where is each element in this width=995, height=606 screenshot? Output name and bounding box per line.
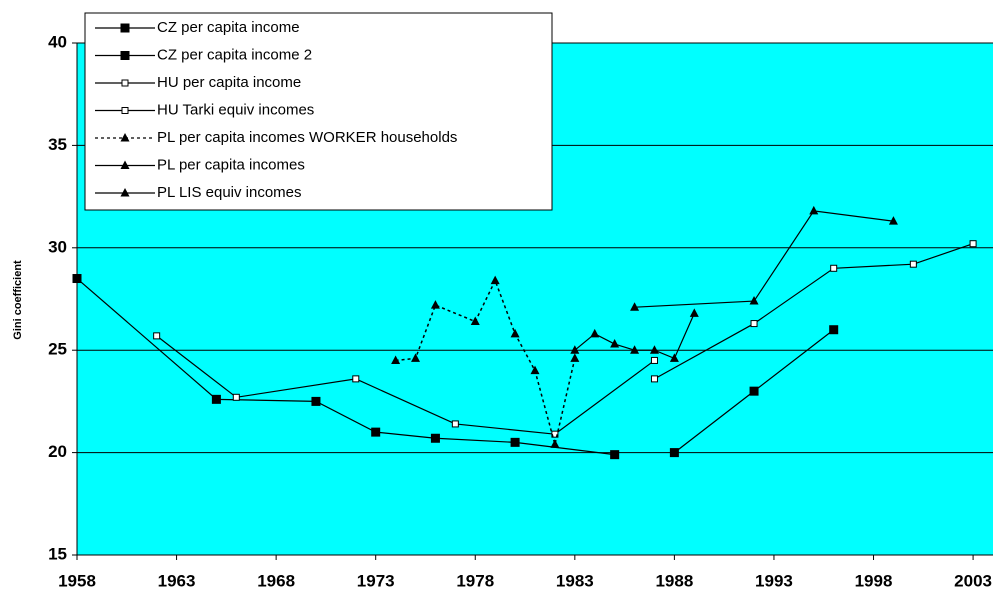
marker xyxy=(649,345,659,354)
legend-label: CZ per capita income xyxy=(157,19,300,36)
marker xyxy=(610,339,620,348)
marker xyxy=(829,325,839,335)
x-tick-label: 1958 xyxy=(58,571,96,590)
x-tick-label: 1963 xyxy=(158,571,196,590)
marker xyxy=(749,386,759,396)
y-tick-label: 30 xyxy=(48,237,67,256)
marker xyxy=(371,427,381,437)
legend-label: PL per capita incomes xyxy=(157,156,305,173)
marker xyxy=(411,353,421,362)
y-tick-label: 25 xyxy=(48,340,67,359)
marker xyxy=(120,133,130,142)
x-tick-label: 1998 xyxy=(855,571,893,590)
marker xyxy=(510,328,520,338)
legend-label: HU per capita income xyxy=(157,74,301,91)
marker xyxy=(630,302,640,311)
legend-box xyxy=(84,12,553,211)
marker xyxy=(121,107,129,114)
marker xyxy=(510,437,520,447)
marker xyxy=(570,345,580,354)
x-tick-label: 1968 xyxy=(257,571,295,590)
marker xyxy=(232,393,240,401)
marker xyxy=(470,316,480,326)
marker xyxy=(451,420,459,428)
marker xyxy=(650,375,658,383)
marker xyxy=(689,308,699,317)
legend-label: CZ per capita income 2 xyxy=(157,46,312,63)
y-tick-label: 35 xyxy=(48,135,67,154)
marker xyxy=(120,51,130,60)
marker xyxy=(570,353,580,362)
marker xyxy=(430,433,440,443)
marker xyxy=(750,320,758,328)
marker xyxy=(211,394,221,404)
marker xyxy=(809,205,819,215)
y-axis-label: Gini coefficient xyxy=(12,260,24,340)
y-tick-label: 40 xyxy=(48,32,67,51)
marker xyxy=(120,188,130,197)
marker xyxy=(749,296,759,305)
legend-label: PL per capita incomes WORKER households xyxy=(157,129,457,146)
marker xyxy=(610,450,620,460)
series-line xyxy=(634,210,894,308)
y-tick-label: 20 xyxy=(48,442,67,461)
marker xyxy=(490,275,500,285)
y-tick-label: 15 xyxy=(48,544,67,563)
marker xyxy=(969,240,977,248)
marker xyxy=(120,23,130,33)
marker xyxy=(121,79,129,87)
marker xyxy=(830,264,838,272)
x-tick-label: 1978 xyxy=(456,571,494,590)
marker xyxy=(669,353,679,362)
marker xyxy=(352,375,360,383)
legend-label: HU Tarki equiv incomes xyxy=(157,101,314,118)
series-line xyxy=(156,335,655,435)
marker xyxy=(311,396,321,406)
x-tick-label: 1973 xyxy=(357,571,395,590)
marker xyxy=(153,332,161,340)
marker xyxy=(120,160,130,169)
marker xyxy=(888,216,898,225)
marker xyxy=(551,430,559,438)
marker xyxy=(909,260,917,268)
marker xyxy=(391,355,401,364)
marker xyxy=(669,448,679,458)
series-line xyxy=(395,278,576,445)
marker xyxy=(530,365,540,375)
x-tick-label: 1983 xyxy=(556,571,594,590)
marker xyxy=(72,274,82,284)
marker xyxy=(590,328,600,338)
marker xyxy=(430,300,440,309)
x-tick-label: 1993 xyxy=(755,571,793,590)
marker xyxy=(550,439,560,448)
marker xyxy=(650,356,658,364)
marker xyxy=(630,345,640,354)
legend-label: PL LIS equiv incomes xyxy=(157,184,302,201)
x-tick-label: 1988 xyxy=(655,571,693,590)
x-tick-label: 2003 xyxy=(954,571,992,590)
